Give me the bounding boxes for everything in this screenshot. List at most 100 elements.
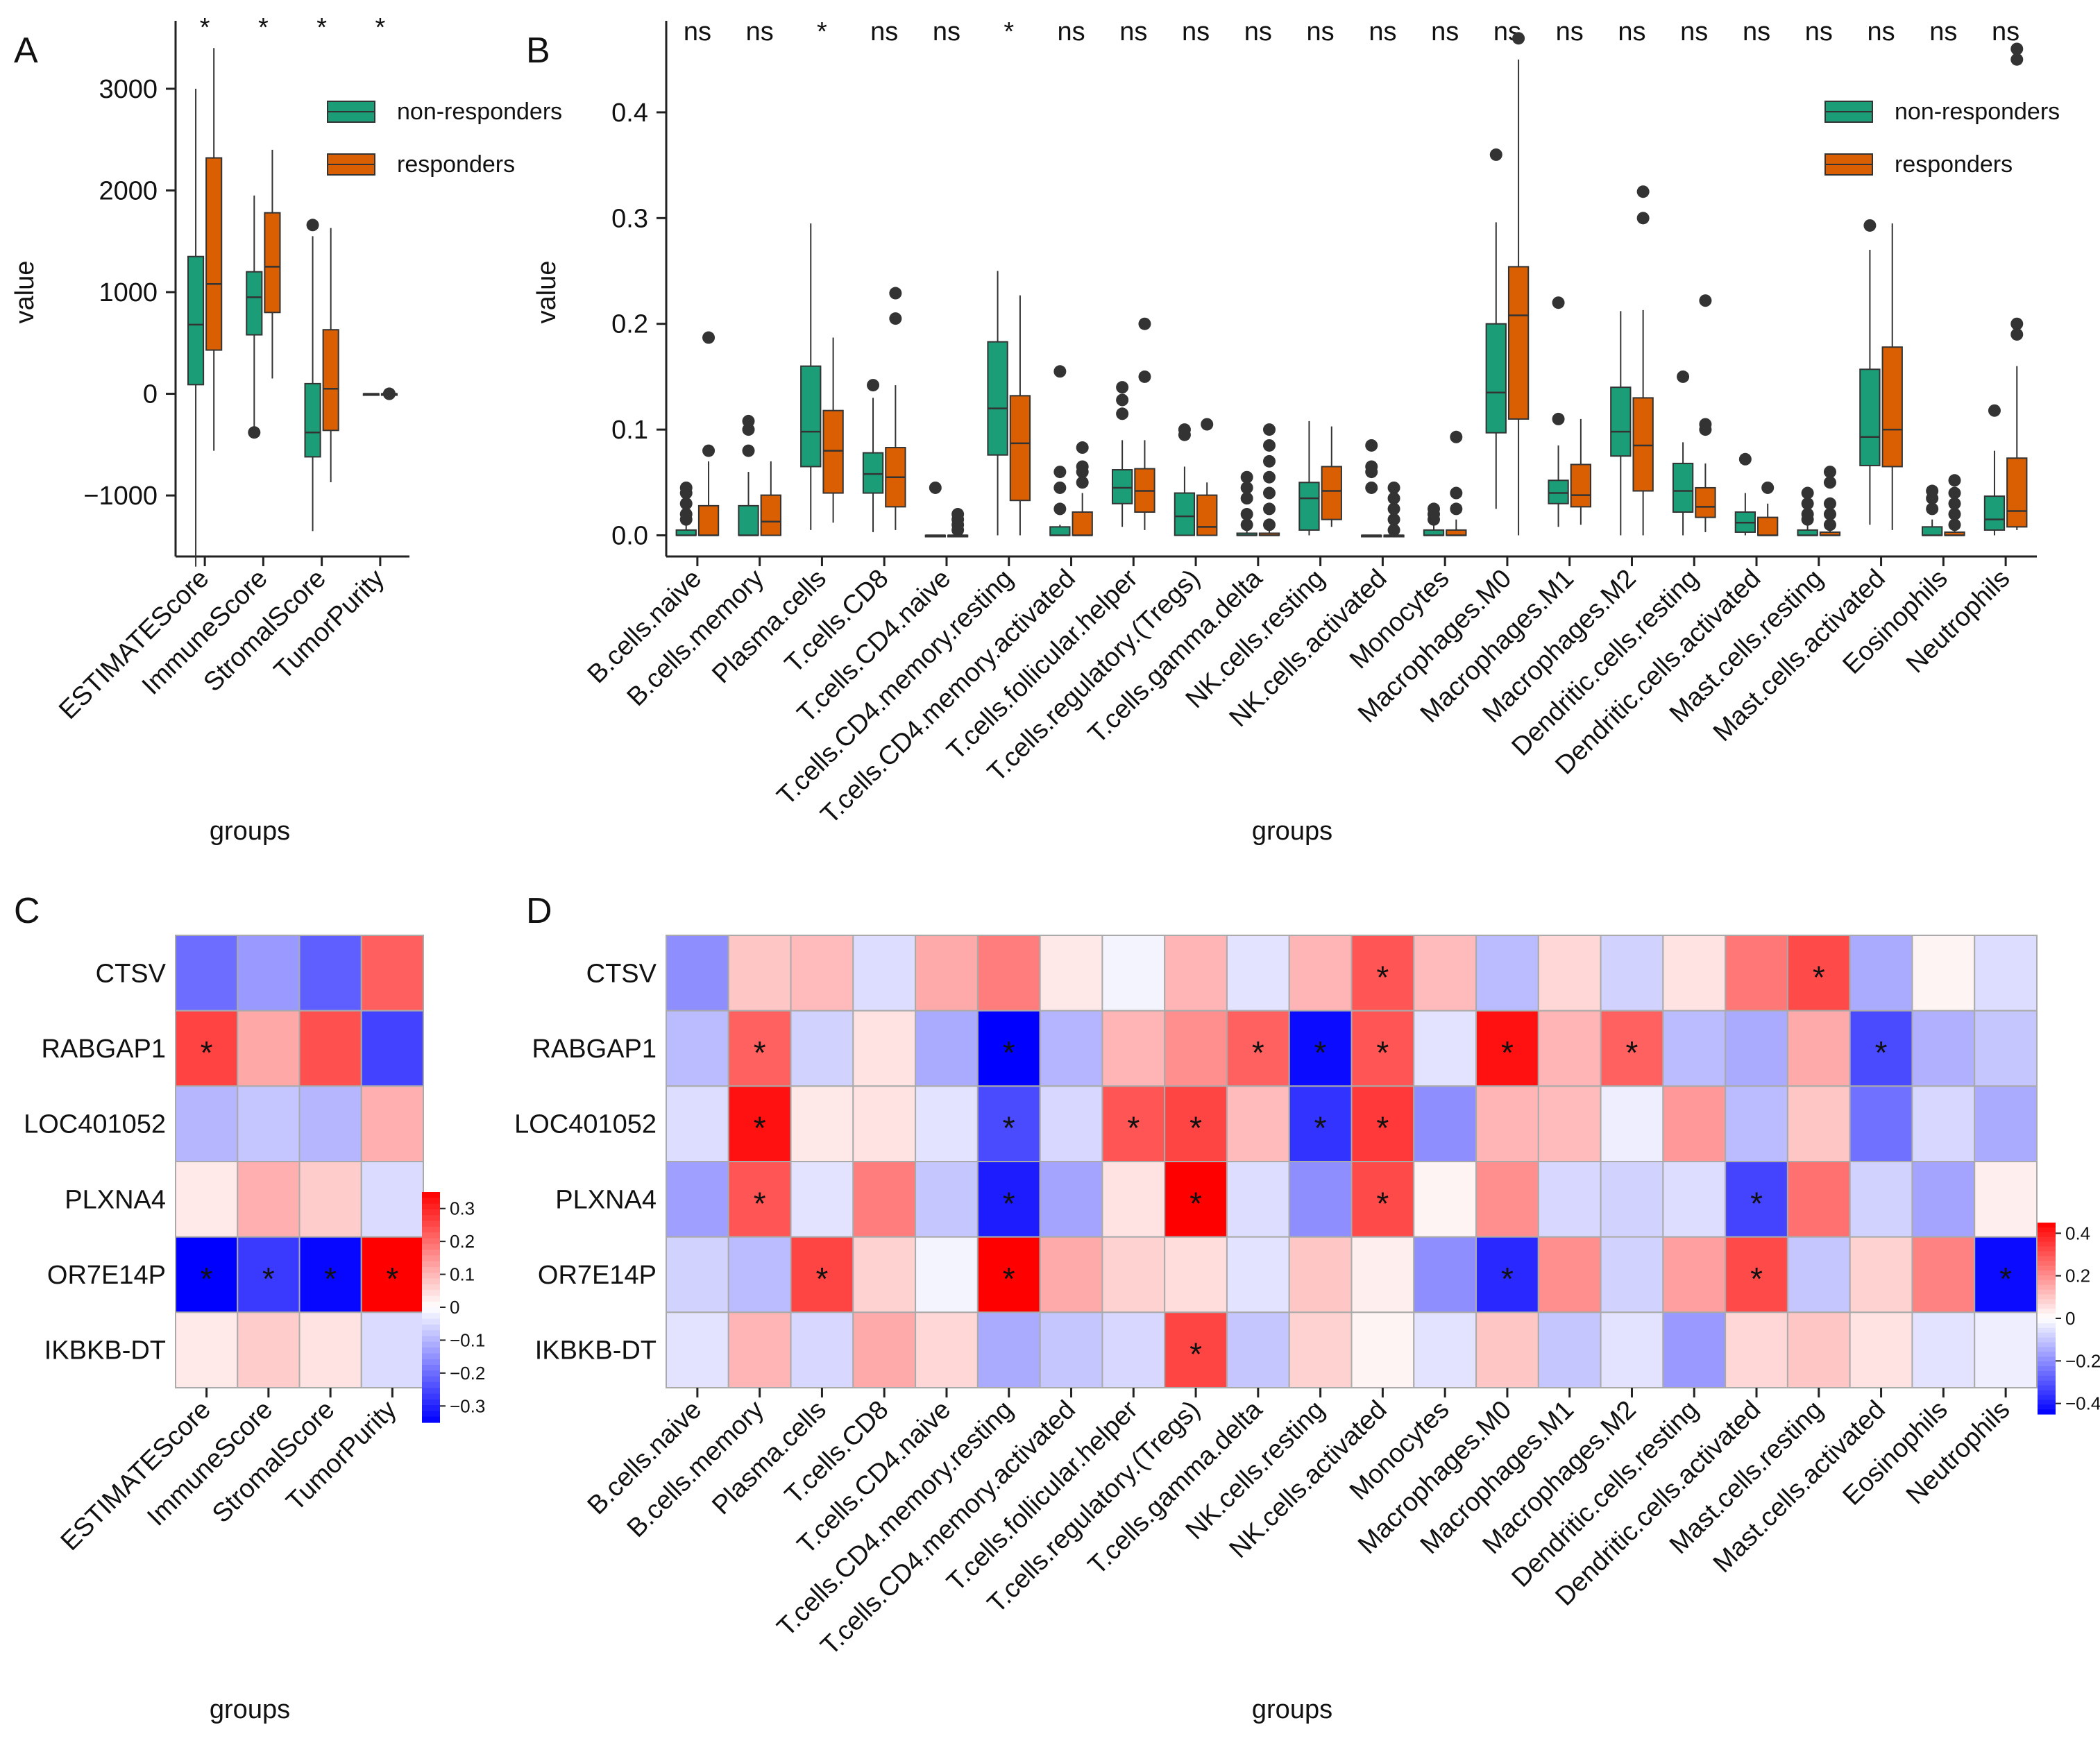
heatmap-cell-rabgap1-dendritic-cells-resting <box>1662 1010 1727 1087</box>
heatmap-cell-rabgap1-nk-cells-resting <box>1288 1010 1353 1087</box>
colorbar-segment <box>2038 1370 2056 1377</box>
colorbar-tick-label: −0.4 <box>2065 1393 2100 1414</box>
heatmap-cell-ctsv-t-cells-regulatory-tregs <box>1164 935 1228 1012</box>
significance-star: * <box>1376 1035 1389 1071</box>
significance-t-cells-cd8: ns <box>870 17 898 46</box>
heatmap-cell-or7e14p-t-cells-cd4-memory-activated <box>1039 1236 1103 1313</box>
box-non-responders-t-cells-follicular-helper <box>1111 469 1133 504</box>
colorbar-segment <box>2038 1332 2056 1338</box>
box-non-responders-dendritic-cells-resting <box>1672 462 1694 513</box>
colorbar-segment <box>2038 1404 2056 1410</box>
y-tick-label: 0.3 <box>611 204 648 233</box>
colorbar-segment <box>2038 1337 2056 1343</box>
heatmap-cell-ikbkb-dt-dendritic-cells-resting <box>1662 1311 1727 1389</box>
significance-stromalscore: * <box>316 13 327 42</box>
colorbar-segment <box>422 1273 440 1279</box>
heatmap-cell-plxna4-immunescore <box>237 1161 300 1238</box>
box-responders-b-cells-naive <box>697 504 720 536</box>
heatmap-cell-plxna4-t-cells-cd4-memory-activated <box>1039 1161 1103 1238</box>
heatmap-cell-ikbkb-dt-mast-cells-resting <box>1786 1311 1851 1389</box>
significance-t-cells-follicular-helper: ns <box>1119 17 1147 46</box>
outlier-non-responders-nk-cells-activated <box>1365 439 1378 452</box>
box-non-responders-macrophages-m0 <box>1485 323 1507 434</box>
heatmap-cell-rabgap1-mast-cells-activated <box>1849 1010 1913 1087</box>
significance-star: * <box>1189 1110 1202 1146</box>
outlier-non-responders-immunescore <box>248 426 261 439</box>
significance-t-cells-gamma-delta: ns <box>1244 17 1272 46</box>
colorbar-segment <box>2038 1256 2056 1261</box>
colorbar-segment <box>422 1353 440 1360</box>
outlier-non-responders-t-cells-cd4-memory-activated <box>1053 502 1067 516</box>
outlier-non-responders-nk-cells-activated <box>1365 481 1378 494</box>
colorbar-segment <box>422 1313 440 1320</box>
box-responders-macrophages-m0 <box>1507 266 1530 420</box>
heatmap-cell-ikbkb-dt-immunescore <box>237 1311 300 1389</box>
heatmap-cell-rabgap1-estimatescore <box>175 1010 239 1087</box>
outlier-responders-t-cells-gamma-delta <box>1263 518 1276 532</box>
heatmap-cell-rabgap1-t-cells-cd4-memory-activated <box>1039 1010 1103 1087</box>
significance-star: * <box>1189 1336 1202 1372</box>
heatmap-cell-ikbkb-dt-eosinophils <box>1911 1311 1976 1389</box>
heatmap-cell-loc401052-t-cells-gamma-delta <box>1226 1085 1290 1163</box>
x-axis-label: groups <box>210 817 290 846</box>
y-tick-label: 0.4 <box>611 99 648 128</box>
box-responders-dendritic-cells-activated <box>1757 516 1779 536</box>
heatmap-cell-rabgap1-stromalscore <box>298 1010 362 1087</box>
outlier-non-responders-b-cells-naive <box>679 508 693 521</box>
colorbar-segment <box>2038 1266 2056 1271</box>
colorbar-segment <box>2038 1323 2056 1329</box>
heatmap-cell-plxna4-tumorpurity <box>360 1161 424 1238</box>
significance-dendritic-cells-activated: ns <box>1743 17 1770 46</box>
heatmap-cell-plxna4-b-cells-memory <box>727 1161 792 1238</box>
outlier-non-responders-t-cells-gamma-delta <box>1240 470 1253 484</box>
colorbar-tick-label: −0.3 <box>450 1395 485 1416</box>
heatmap-cell-plxna4-mast-cells-activated <box>1849 1161 1913 1238</box>
heatmap-cell-ikbkb-dt-monocytes <box>1413 1311 1477 1389</box>
outlier-responders-nk-cells-activated <box>1387 523 1400 536</box>
colorbar-segment <box>422 1290 440 1296</box>
outlier-non-responders-t-cells-regulatory-tregs <box>1178 423 1191 436</box>
y-axis-label: value <box>532 261 561 324</box>
row-label-ikbkb-dt: IKBKB-DT <box>44 1336 166 1366</box>
heatmap-cell-plxna4-b-cells-naive <box>666 1161 729 1238</box>
outlier-responders-macrophages-m2 <box>1636 212 1650 225</box>
outlier-non-responders-b-cells-memory <box>742 414 755 427</box>
colorbar-tick-label: 0.3 <box>450 1198 475 1219</box>
significance-monocytes: ns <box>1431 17 1459 46</box>
significance-star: * <box>754 1110 766 1146</box>
legend-label-non-responders: non-responders <box>1895 99 2060 125</box>
row-label-rabgap1: RABGAP1 <box>41 1035 166 1064</box>
colorbar-segment <box>422 1336 440 1343</box>
outlier-responders-eosinophils <box>1948 497 1961 510</box>
colorbar-segment <box>422 1318 440 1325</box>
row-label-loc401052: LOC401052 <box>24 1110 166 1139</box>
row-label-plxna4: PLXNA4 <box>65 1185 166 1214</box>
box-responders-t-cells-cd4-memory-resting <box>1009 395 1031 502</box>
outlier-non-responders-b-cells-memory <box>742 444 755 457</box>
heatmap-cell-ctsv-t-cells-cd8 <box>852 935 917 1012</box>
significance-star: * <box>1501 1261 1514 1297</box>
heatmap-cell-ctsv-plasma-cells <box>790 935 854 1012</box>
heatmap-cell-loc401052-plasma-cells <box>790 1085 854 1163</box>
heatmap-cell-loc401052-tumorpurity <box>360 1085 424 1163</box>
outlier-responders-eosinophils <box>1948 486 1961 500</box>
significance-b-cells-naive: ns <box>684 17 711 46</box>
colorbar-tick-label: 0.2 <box>2065 1266 2090 1286</box>
heatmap-cell-rabgap1-neutrophils <box>1974 1010 2038 1087</box>
heatmap-cell-plxna4-macrophages-m0 <box>1475 1161 1539 1238</box>
colorbar-segment <box>2038 1227 2056 1233</box>
significance-macrophages-m1: ns <box>1556 17 1584 46</box>
significance-star: * <box>201 1035 213 1071</box>
outlier-responders-eosinophils <box>1948 508 1961 521</box>
heatmap-cell-loc401052-b-cells-naive <box>666 1085 729 1163</box>
outlier-non-responders-macrophages-m0 <box>1489 148 1502 161</box>
row-label-ctsv: CTSV <box>96 959 167 988</box>
heatmap-cell-ctsv-nk-cells-resting <box>1288 935 1353 1012</box>
colorbar-segment <box>2038 1246 2056 1252</box>
colorbar-segment <box>2038 1352 2056 1357</box>
outlier-responders-macrophages-m2 <box>1636 185 1650 198</box>
colorbar-segment <box>422 1399 440 1406</box>
significance-star: * <box>1750 1261 1763 1297</box>
row-label-plxna4: PLXNA4 <box>555 1185 657 1214</box>
